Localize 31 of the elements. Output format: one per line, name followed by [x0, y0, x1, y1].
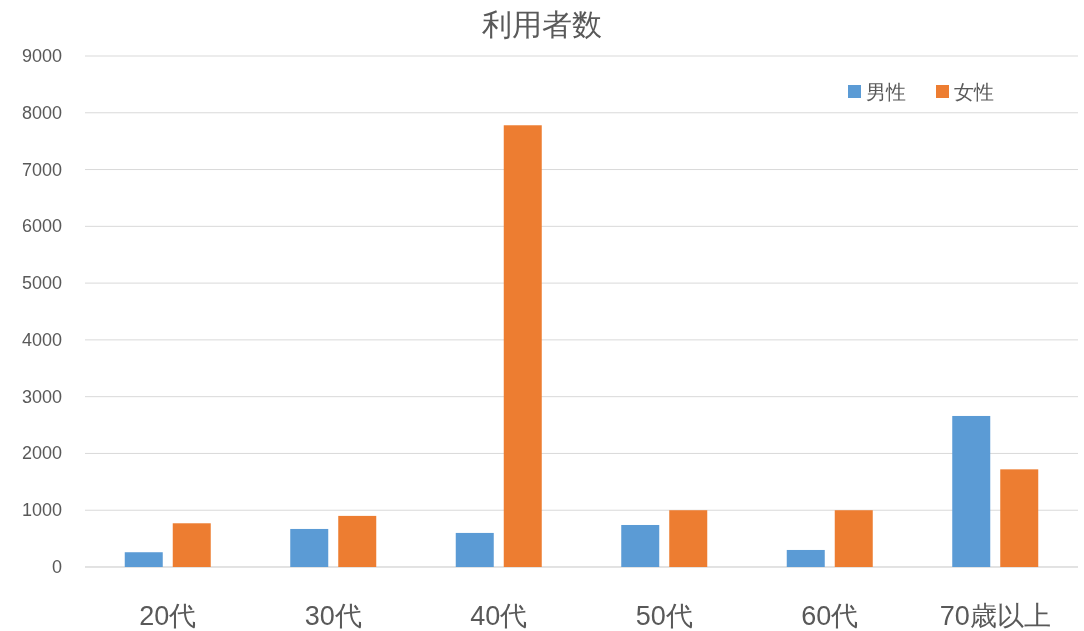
y-tick-label: 6000	[21, 216, 62, 237]
bar	[669, 510, 708, 567]
y-tick-label: 7000	[21, 159, 62, 180]
legend-label: 女性	[954, 81, 994, 103]
bar	[290, 528, 329, 567]
legend-label: 男性	[866, 81, 906, 103]
y-tick-label: 1000	[21, 500, 62, 521]
chart-title: 利用者数	[482, 8, 602, 41]
bar	[952, 415, 991, 567]
bar	[338, 515, 377, 567]
bar	[503, 125, 542, 567]
y-tick-label: 3000	[21, 386, 62, 407]
bar	[172, 523, 211, 567]
x-tick-label: 60代	[801, 601, 859, 631]
bar	[621, 524, 660, 567]
y-tick-label: 0	[51, 557, 62, 577]
bar	[455, 532, 494, 567]
bar	[786, 549, 825, 567]
bar	[124, 552, 163, 567]
y-tick-label: 8000	[21, 102, 62, 123]
y-tick-label: 9000	[21, 46, 62, 66]
x-tick-label: 70歳以上	[939, 601, 1051, 631]
bar	[1000, 469, 1039, 567]
x-tick-label: 50代	[635, 601, 693, 631]
x-tick-label: 20代	[139, 601, 197, 631]
y-tick-label: 4000	[21, 329, 62, 350]
y-tick-label: 5000	[21, 273, 62, 294]
y-tick-label: 2000	[21, 443, 62, 464]
x-tick-label: 40代	[470, 601, 528, 631]
x-tick-label: 30代	[304, 601, 362, 631]
bar	[834, 510, 873, 567]
